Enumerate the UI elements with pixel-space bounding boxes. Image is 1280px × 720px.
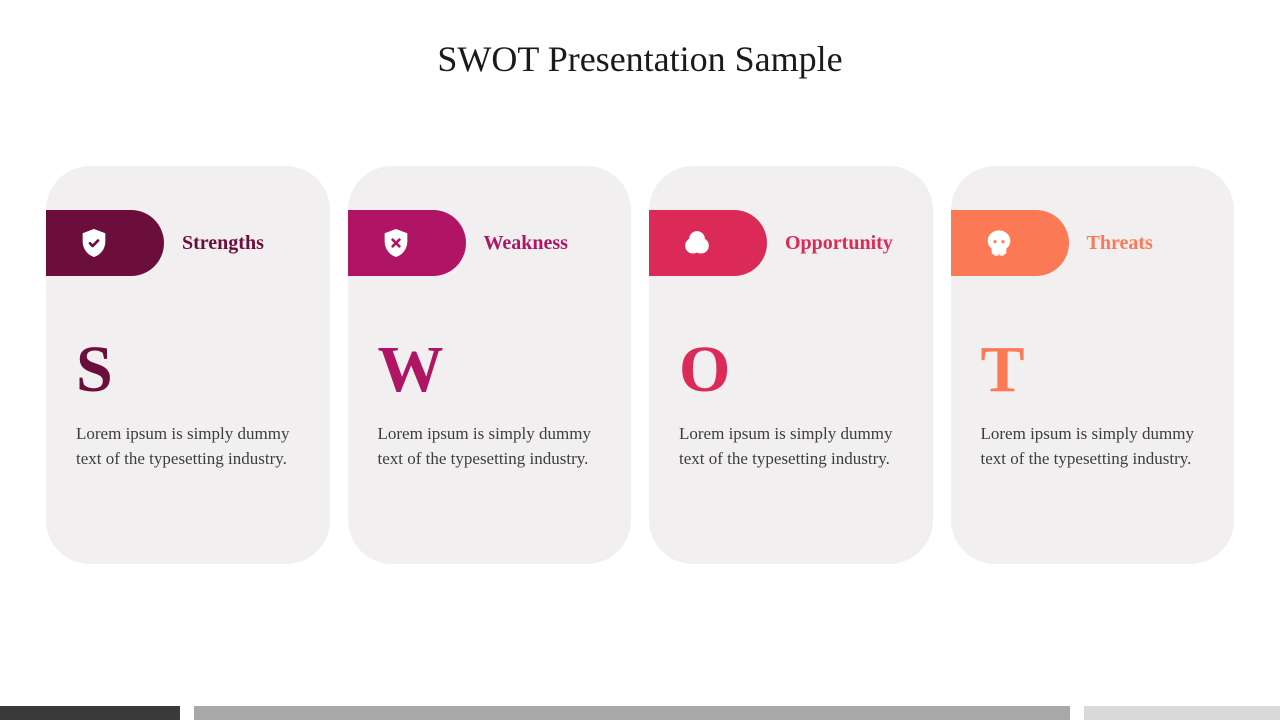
- card-body: Lorem ipsum is simply dummy text of the …: [679, 422, 903, 471]
- footer-seg: [1084, 706, 1280, 720]
- card-letter: S: [76, 332, 113, 408]
- slide: SWOT Presentation Sample Strengths S Lor…: [0, 0, 1280, 720]
- card-strengths: Strengths S Lorem ipsum is simply dummy …: [46, 166, 330, 564]
- badge-opportunity: [649, 210, 767, 276]
- shield-check-icon: [76, 225, 112, 261]
- shield-x-icon: [378, 225, 414, 261]
- card-weakness: Weakness W Lorem ipsum is simply dummy t…: [348, 166, 632, 564]
- footer-seg: [1070, 706, 1084, 720]
- card-label: Opportunity: [785, 210, 893, 276]
- card-letter: W: [378, 332, 444, 408]
- card-body: Lorem ipsum is simply dummy text of the …: [981, 422, 1205, 471]
- footer-seg: [194, 706, 1070, 720]
- venn-icon: [679, 225, 715, 261]
- footer-seg: [180, 706, 194, 720]
- card-letter: T: [981, 332, 1025, 408]
- badge-weakness: [348, 210, 466, 276]
- badge-threats: [951, 210, 1069, 276]
- swot-cards-row: Strengths S Lorem ipsum is simply dummy …: [0, 166, 1280, 564]
- slide-title: SWOT Presentation Sample: [0, 0, 1280, 80]
- card-label: Threats: [1087, 210, 1153, 276]
- card-threats: Threats T Lorem ipsum is simply dummy te…: [951, 166, 1235, 564]
- card-label: Strengths: [182, 210, 264, 276]
- card-body: Lorem ipsum is simply dummy text of the …: [76, 422, 300, 471]
- badge-strengths: [46, 210, 164, 276]
- card-opportunity: Opportunity O Lorem ipsum is simply dumm…: [649, 166, 933, 564]
- footer-bar: [0, 706, 1280, 720]
- footer-seg: [0, 706, 180, 720]
- card-letter: O: [679, 332, 730, 408]
- card-body: Lorem ipsum is simply dummy text of the …: [378, 422, 602, 471]
- card-label: Weakness: [484, 210, 568, 276]
- skull-icon: [981, 225, 1017, 261]
